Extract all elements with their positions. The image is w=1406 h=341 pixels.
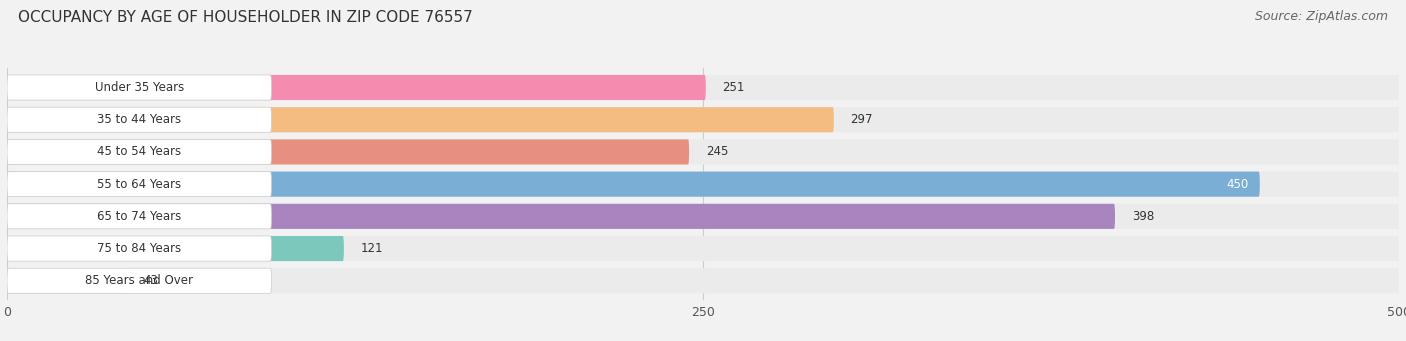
- FancyBboxPatch shape: [7, 204, 271, 229]
- Text: 121: 121: [360, 242, 382, 255]
- FancyBboxPatch shape: [7, 236, 344, 261]
- Text: 251: 251: [723, 81, 745, 94]
- FancyBboxPatch shape: [7, 268, 1399, 293]
- Text: 245: 245: [706, 145, 728, 159]
- Text: 65 to 74 Years: 65 to 74 Years: [97, 210, 181, 223]
- FancyBboxPatch shape: [7, 236, 271, 261]
- FancyBboxPatch shape: [7, 236, 1399, 261]
- FancyBboxPatch shape: [7, 172, 271, 197]
- FancyBboxPatch shape: [7, 139, 1399, 164]
- FancyBboxPatch shape: [7, 139, 271, 164]
- Text: 85 Years and Over: 85 Years and Over: [86, 274, 193, 287]
- FancyBboxPatch shape: [7, 268, 127, 293]
- Text: 398: 398: [1132, 210, 1154, 223]
- Text: Under 35 Years: Under 35 Years: [94, 81, 184, 94]
- Text: 35 to 44 Years: 35 to 44 Years: [97, 113, 181, 126]
- FancyBboxPatch shape: [7, 107, 271, 132]
- FancyBboxPatch shape: [7, 172, 1399, 197]
- Text: Source: ZipAtlas.com: Source: ZipAtlas.com: [1254, 10, 1388, 23]
- Text: 43: 43: [143, 274, 159, 287]
- FancyBboxPatch shape: [7, 75, 271, 100]
- Text: OCCUPANCY BY AGE OF HOUSEHOLDER IN ZIP CODE 76557: OCCUPANCY BY AGE OF HOUSEHOLDER IN ZIP C…: [18, 10, 472, 25]
- FancyBboxPatch shape: [7, 268, 271, 293]
- Text: 45 to 54 Years: 45 to 54 Years: [97, 145, 181, 159]
- Text: 75 to 84 Years: 75 to 84 Years: [97, 242, 181, 255]
- FancyBboxPatch shape: [7, 204, 1399, 229]
- FancyBboxPatch shape: [7, 172, 1260, 197]
- FancyBboxPatch shape: [7, 107, 1399, 132]
- FancyBboxPatch shape: [7, 75, 1399, 100]
- Text: 450: 450: [1226, 178, 1249, 191]
- Text: 55 to 64 Years: 55 to 64 Years: [97, 178, 181, 191]
- FancyBboxPatch shape: [7, 139, 689, 164]
- Text: 297: 297: [851, 113, 873, 126]
- FancyBboxPatch shape: [7, 204, 1115, 229]
- FancyBboxPatch shape: [7, 75, 706, 100]
- FancyBboxPatch shape: [7, 107, 834, 132]
